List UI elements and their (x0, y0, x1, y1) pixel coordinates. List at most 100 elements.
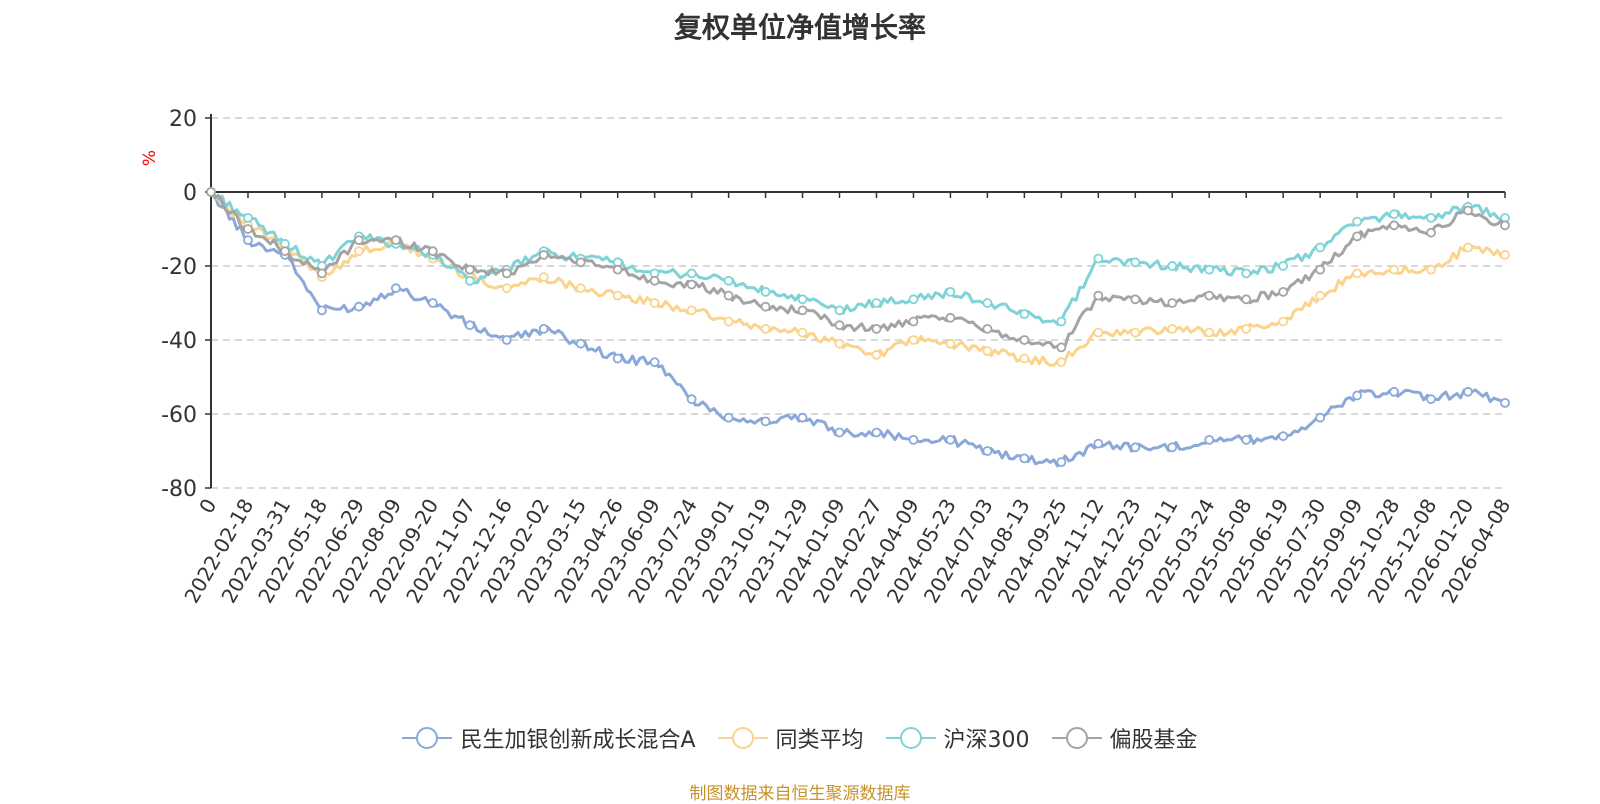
data-point (649, 298, 660, 308)
data-point (908, 316, 919, 327)
legend-item-1[interactable]: 民生加银创新成长混合A (402, 722, 696, 754)
data-point (1167, 298, 1178, 308)
data-point (575, 338, 586, 349)
data-point (612, 290, 623, 301)
data-point (1130, 257, 1141, 268)
y-tick-label: -60 (161, 403, 197, 428)
data-point (1130, 294, 1141, 305)
legend-item-4[interactable]: 偏股基金 (1051, 722, 1198, 754)
legend-marker-icon (402, 726, 453, 750)
data-point (797, 327, 808, 338)
data-point (390, 235, 401, 246)
data-point (427, 298, 438, 308)
data-point (1278, 286, 1289, 297)
legend-label: 同类平均 (775, 728, 864, 753)
series-2 (206, 187, 1510, 368)
data-point (760, 286, 771, 297)
data-point (1315, 242, 1326, 253)
data-point (723, 316, 734, 327)
data-point (1315, 290, 1326, 301)
series-line (209, 191, 1507, 350)
series-line (210, 190, 1506, 326)
data-point (1278, 261, 1289, 271)
data-point (649, 357, 660, 368)
data-point (1389, 386, 1399, 397)
data-point (723, 412, 734, 423)
data-point (501, 268, 512, 279)
data-point (908, 335, 919, 345)
data-point (206, 187, 216, 197)
y-axis-label: % (140, 150, 160, 166)
data-point (1426, 212, 1436, 223)
data-point (686, 305, 697, 316)
data-point (908, 294, 919, 305)
data-point (1500, 397, 1510, 408)
data-point (1352, 231, 1363, 242)
data-point (1352, 390, 1363, 401)
data-point (501, 283, 512, 294)
data-point (1130, 327, 1141, 338)
data-point (1019, 353, 1030, 364)
data-point (538, 249, 549, 260)
data-point (686, 394, 697, 405)
y-tick-label: 0 (183, 181, 197, 206)
data-point (982, 346, 993, 357)
y-tick-label: 20 (169, 107, 197, 132)
data-point (1352, 216, 1363, 227)
label-layer: 200-20-40-60-80%02022-02-182022-03-31202… (140, 107, 1515, 607)
legend-item-3[interactable]: 沪深300 (885, 722, 1030, 754)
data-point (1278, 316, 1289, 327)
data-point (1204, 264, 1215, 275)
data-point (982, 446, 993, 456)
legend: 民生加银创新成长混合A 同类平均 沪深300 偏股基金 (0, 720, 1600, 756)
legend-item-2[interactable]: 同类平均 (717, 722, 864, 754)
data-point (1167, 261, 1178, 271)
data-point (908, 434, 919, 445)
x-tick-label: 0 (194, 495, 221, 518)
data-point (1500, 220, 1510, 231)
data-point (390, 283, 401, 294)
data-point (1389, 264, 1399, 275)
data-point (723, 275, 734, 286)
series-1 (206, 187, 1510, 468)
data-point (464, 264, 475, 275)
data-point (1204, 290, 1215, 301)
data-point (1130, 442, 1141, 453)
series-4 (206, 187, 1510, 353)
data-point (1426, 227, 1436, 238)
data-point (945, 312, 956, 323)
data-point (1167, 323, 1178, 334)
data-point (1241, 323, 1252, 334)
data-point (575, 257, 586, 268)
series-layer (206, 187, 1510, 468)
data-point (760, 301, 771, 312)
data-point (1463, 242, 1473, 253)
data-point (317, 305, 327, 316)
data-point (1056, 342, 1067, 353)
data-point (538, 272, 549, 283)
data-point (649, 275, 660, 286)
data-point (871, 427, 882, 438)
data-point (871, 298, 882, 308)
data-point (797, 294, 808, 305)
data-point (1019, 309, 1030, 320)
data-point (760, 323, 771, 334)
data-point (280, 246, 290, 257)
data-point (353, 235, 364, 246)
data-point (834, 427, 845, 438)
data-point (1389, 220, 1399, 231)
data-point (612, 264, 623, 275)
data-point (1389, 209, 1399, 220)
data-point (834, 320, 845, 331)
data-point (1204, 327, 1215, 338)
data-point (871, 323, 882, 334)
data-point (538, 323, 549, 334)
data-point (1315, 264, 1326, 275)
data-point (1093, 327, 1104, 338)
data-point (317, 268, 327, 279)
source-note: 制图数据来自恒生聚源数据库 (689, 784, 911, 804)
data-point (353, 301, 364, 312)
y-tick-label: -40 (161, 329, 197, 354)
data-point (464, 320, 475, 331)
data-point (1056, 457, 1067, 468)
